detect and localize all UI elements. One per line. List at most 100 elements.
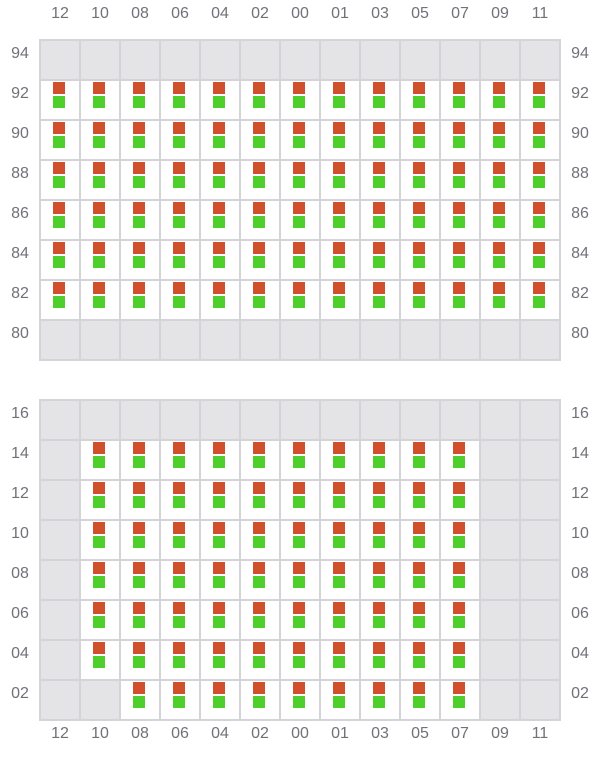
slot-occupied[interactable] — [81, 641, 119, 679]
slot-occupied[interactable] — [321, 241, 359, 279]
slot-occupied[interactable] — [121, 561, 159, 599]
slot-occupied[interactable] — [521, 161, 559, 199]
slot-occupied[interactable] — [441, 481, 479, 519]
slot-occupied[interactable] — [521, 201, 559, 239]
slot-empty[interactable] — [521, 481, 559, 519]
slot-occupied[interactable] — [41, 201, 79, 239]
slot-occupied[interactable] — [121, 81, 159, 119]
slot-occupied[interactable] — [521, 281, 559, 319]
slot-occupied[interactable] — [481, 201, 519, 239]
slot-occupied[interactable] — [481, 161, 519, 199]
slot-empty[interactable] — [481, 601, 519, 639]
slot-occupied[interactable] — [401, 441, 439, 479]
slot-occupied[interactable] — [161, 601, 199, 639]
slot-occupied[interactable] — [121, 641, 159, 679]
slot-occupied[interactable] — [401, 601, 439, 639]
slot-occupied[interactable] — [481, 241, 519, 279]
slot-occupied[interactable] — [441, 201, 479, 239]
slot-empty[interactable] — [481, 441, 519, 479]
slot-empty[interactable] — [121, 401, 159, 439]
slot-empty[interactable] — [241, 401, 279, 439]
slot-occupied[interactable] — [201, 601, 239, 639]
slot-occupied[interactable] — [161, 81, 199, 119]
slot-empty[interactable] — [41, 401, 79, 439]
slot-empty[interactable] — [41, 41, 79, 79]
slot-occupied[interactable] — [81, 521, 119, 559]
slot-occupied[interactable] — [321, 121, 359, 159]
slot-occupied[interactable] — [361, 81, 399, 119]
slot-occupied[interactable] — [161, 641, 199, 679]
slot-empty[interactable] — [41, 681, 79, 719]
slot-empty[interactable] — [41, 601, 79, 639]
slot-occupied[interactable] — [161, 241, 199, 279]
slot-empty[interactable] — [41, 521, 79, 559]
slot-empty[interactable] — [321, 401, 359, 439]
slot-occupied[interactable] — [441, 521, 479, 559]
slot-occupied[interactable] — [81, 281, 119, 319]
slot-occupied[interactable] — [81, 201, 119, 239]
slot-occupied[interactable] — [441, 121, 479, 159]
slot-occupied[interactable] — [121, 521, 159, 559]
slot-empty[interactable] — [81, 401, 119, 439]
slot-occupied[interactable] — [281, 681, 319, 719]
slot-occupied[interactable] — [161, 521, 199, 559]
slot-empty[interactable] — [321, 41, 359, 79]
slot-occupied[interactable] — [481, 121, 519, 159]
slot-occupied[interactable] — [321, 281, 359, 319]
slot-empty[interactable] — [521, 321, 559, 359]
slot-occupied[interactable] — [241, 201, 279, 239]
slot-empty[interactable] — [121, 321, 159, 359]
slot-empty[interactable] — [521, 561, 559, 599]
slot-occupied[interactable] — [201, 481, 239, 519]
slot-empty[interactable] — [401, 41, 439, 79]
slot-occupied[interactable] — [81, 81, 119, 119]
slot-occupied[interactable] — [41, 241, 79, 279]
slot-occupied[interactable] — [161, 481, 199, 519]
slot-empty[interactable] — [401, 401, 439, 439]
slot-occupied[interactable] — [201, 161, 239, 199]
slot-empty[interactable] — [281, 401, 319, 439]
slot-occupied[interactable] — [121, 441, 159, 479]
slot-empty[interactable] — [481, 641, 519, 679]
slot-empty[interactable] — [361, 401, 399, 439]
slot-occupied[interactable] — [361, 601, 399, 639]
slot-empty[interactable] — [441, 321, 479, 359]
slot-empty[interactable] — [521, 521, 559, 559]
slot-occupied[interactable] — [521, 241, 559, 279]
slot-empty[interactable] — [361, 321, 399, 359]
slot-occupied[interactable] — [321, 161, 359, 199]
slot-occupied[interactable] — [321, 441, 359, 479]
slot-occupied[interactable] — [401, 201, 439, 239]
slot-occupied[interactable] — [281, 121, 319, 159]
slot-occupied[interactable] — [81, 601, 119, 639]
slot-empty[interactable] — [121, 41, 159, 79]
slot-empty[interactable] — [41, 481, 79, 519]
slot-empty[interactable] — [81, 41, 119, 79]
slot-occupied[interactable] — [201, 561, 239, 599]
slot-occupied[interactable] — [241, 481, 279, 519]
slot-empty[interactable] — [481, 561, 519, 599]
slot-occupied[interactable] — [161, 561, 199, 599]
slot-occupied[interactable] — [441, 241, 479, 279]
slot-occupied[interactable] — [441, 601, 479, 639]
slot-empty[interactable] — [521, 441, 559, 479]
slot-occupied[interactable] — [401, 681, 439, 719]
slot-empty[interactable] — [521, 641, 559, 679]
slot-occupied[interactable] — [41, 81, 79, 119]
slot-occupied[interactable] — [121, 241, 159, 279]
slot-occupied[interactable] — [481, 81, 519, 119]
slot-occupied[interactable] — [241, 281, 279, 319]
slot-occupied[interactable] — [161, 441, 199, 479]
slot-occupied[interactable] — [441, 641, 479, 679]
slot-occupied[interactable] — [441, 441, 479, 479]
slot-occupied[interactable] — [321, 641, 359, 679]
slot-occupied[interactable] — [361, 121, 399, 159]
slot-empty[interactable] — [481, 401, 519, 439]
slot-occupied[interactable] — [361, 641, 399, 679]
slot-occupied[interactable] — [281, 521, 319, 559]
slot-occupied[interactable] — [281, 641, 319, 679]
slot-occupied[interactable] — [321, 481, 359, 519]
slot-occupied[interactable] — [161, 201, 199, 239]
slot-occupied[interactable] — [241, 641, 279, 679]
slot-occupied[interactable] — [361, 201, 399, 239]
